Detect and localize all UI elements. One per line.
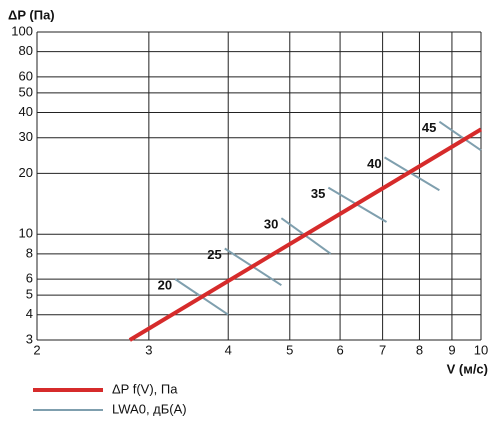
x-tick-label: 3	[145, 342, 152, 357]
x-tick-label: 4	[225, 342, 232, 357]
line	[128, 127, 483, 342]
y-axis-label: ΔP (Па)	[8, 7, 55, 22]
y-tick-label: 80	[19, 43, 33, 58]
noise-line	[384, 156, 440, 192]
y-tick-label: 60	[19, 68, 33, 83]
noise-level-label: 35	[311, 186, 325, 201]
noise-level-label: 30	[264, 217, 278, 232]
y-tick-label: 40	[19, 104, 33, 119]
y-tick-label: 100	[11, 23, 33, 38]
noise-line	[438, 120, 482, 152]
y-tick-label: 4	[26, 306, 33, 321]
noise-level-label: 45	[422, 120, 436, 135]
y-tick-label: 20	[19, 165, 33, 180]
y-tick-label: 5	[26, 287, 33, 302]
noise-level-label: 40	[367, 156, 381, 171]
x-axis-label: V (м/с)	[447, 361, 488, 376]
x-tick-label: 6	[336, 342, 343, 357]
y-tick-label: 50	[19, 84, 33, 99]
noise-level-label: 20	[158, 278, 172, 293]
y-tick-label: 3	[26, 331, 33, 346]
x-tick-label: 2	[33, 342, 40, 357]
x-tick-label: 10	[474, 342, 488, 357]
noise-level-label: 25	[207, 247, 221, 262]
legend-label: ΔP f(V), Па	[112, 381, 178, 396]
x-tick-label: 9	[448, 342, 455, 357]
x-tick-label: 5	[286, 342, 293, 357]
y-tick-label: 30	[19, 129, 33, 144]
legend-label: LWA0, дБ(А)	[112, 401, 187, 416]
x-tick-label: 7	[379, 342, 386, 357]
y-tick-label: 10	[19, 226, 33, 241]
y-tick-label: 6	[26, 271, 33, 286]
y-tick-label: 8	[26, 245, 33, 260]
x-tick-label: 8	[416, 342, 423, 357]
